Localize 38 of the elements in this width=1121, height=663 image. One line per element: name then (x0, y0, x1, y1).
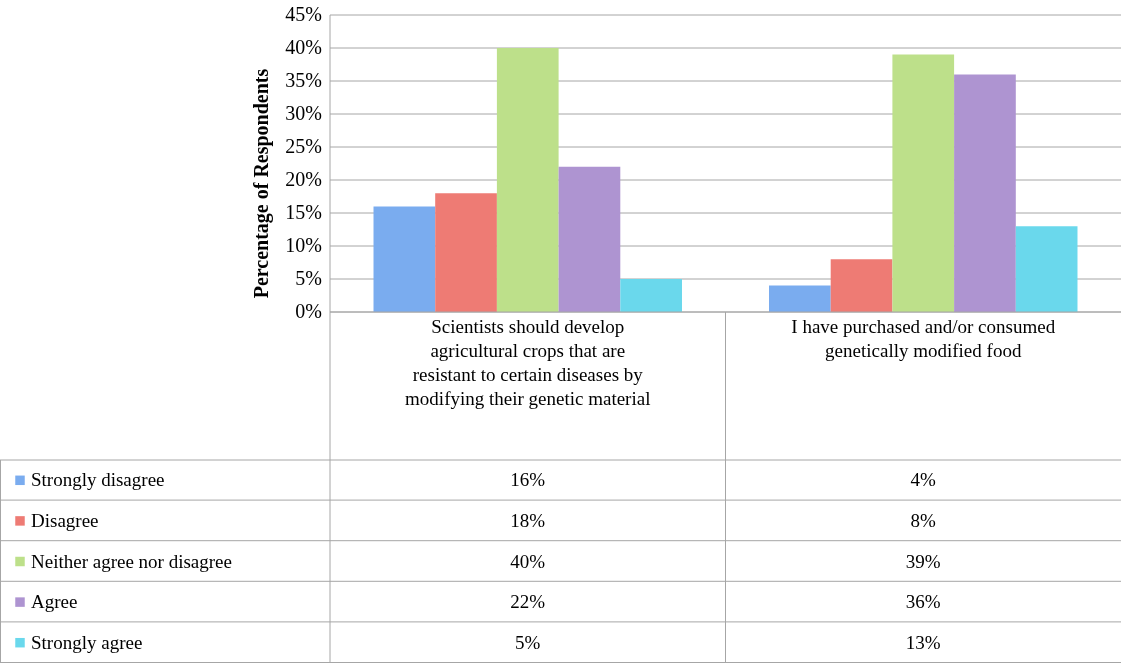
data-label: 18% (510, 509, 546, 531)
bar (558, 166, 621, 312)
bar (1015, 226, 1078, 312)
data-label: 40% (510, 550, 546, 572)
legend-label: Neither agree nor disagree (31, 550, 232, 572)
y-tick-label: 15% (285, 201, 322, 223)
bar (620, 279, 682, 312)
legend-label: Strongly agree (31, 631, 143, 653)
y-tick-label: 0% (295, 300, 322, 322)
x-tick-label: Scientists should develop agricultural crops that are resistant to certain diseases by modifying their genetic material (405, 316, 651, 409)
x-tick-label: I have purchased and/or consumed genetically modified food (791, 316, 1056, 361)
bar (954, 74, 1016, 312)
data-label: 5% (515, 631, 541, 653)
y-tick-label: 10% (285, 234, 322, 256)
y-tick-label: 30% (285, 102, 322, 124)
y-tick-label: 45% (285, 3, 322, 25)
bar (373, 206, 436, 312)
bar (769, 285, 831, 312)
legend-label: Disagree (31, 509, 99, 531)
y-tick-label: 25% (285, 135, 322, 157)
legend-label: Agree (31, 591, 78, 613)
y-axis-title: Percentage of Respondents (250, 68, 273, 299)
y-tick-label: 20% (285, 168, 322, 190)
bar (496, 48, 559, 312)
bar (830, 259, 893, 312)
data-label: 36% (905, 591, 941, 613)
data-label: 8% (910, 509, 937, 531)
y-tick-label: 40% (285, 36, 322, 58)
y-tick-label: 35% (285, 69, 322, 91)
data-label: 16% (510, 469, 546, 491)
legend-label: Strongly disagree (31, 469, 165, 491)
data-label: 39% (905, 550, 941, 572)
bar (435, 193, 497, 312)
data-label: 22% (510, 591, 546, 613)
bar (892, 54, 955, 312)
y-tick-label: 5% (295, 267, 322, 289)
data-label: 4% (910, 469, 937, 491)
data-label: 13% (905, 631, 941, 653)
